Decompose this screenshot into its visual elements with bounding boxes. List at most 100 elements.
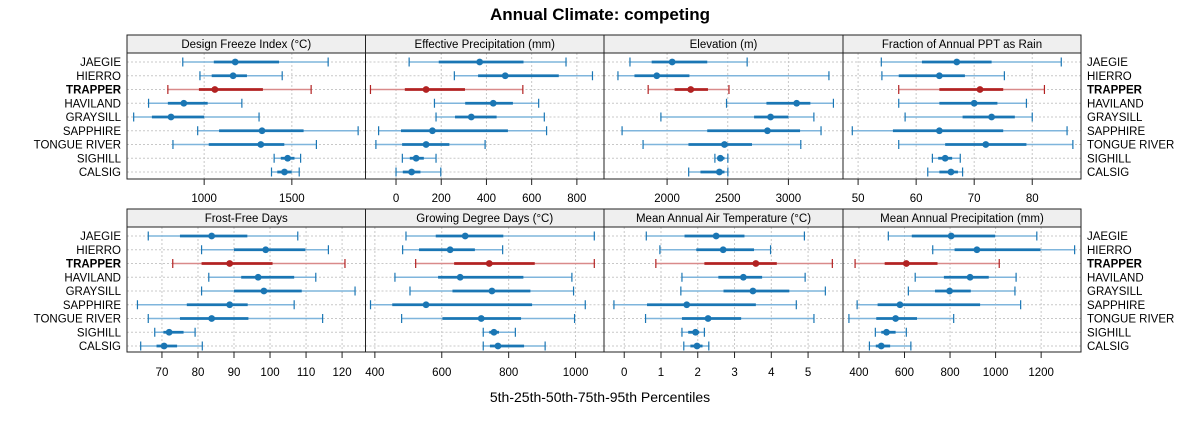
- median-point: [721, 141, 728, 148]
- panel-title: Design Freeze Index (°C): [181, 39, 311, 51]
- median-point: [490, 328, 498, 336]
- category-label-right: HAVILAND: [1087, 98, 1144, 110]
- median-point: [902, 260, 910, 267]
- data-row-trapper: [898, 85, 1046, 94]
- data-row-calsig: [395, 167, 442, 177]
- data-row-graysill: [660, 112, 815, 122]
- median-point: [262, 246, 270, 254]
- median-point: [260, 287, 268, 295]
- panel-3: Fraction of Annual PPT as Rain 50 60 70 80: [842, 34, 1082, 205]
- x-tick-label: 120: [332, 367, 351, 379]
- panel-title: Mean Annual Air Temperature (°C): [636, 213, 811, 225]
- median-point: [966, 273, 974, 281]
- data-row-sapphire: [856, 300, 1022, 310]
- category-label-right: JAEGIE: [1087, 231, 1128, 243]
- median-point: [167, 113, 175, 121]
- data-row-sighill: [714, 153, 729, 163]
- median-point: [693, 342, 701, 350]
- median-point: [970, 99, 978, 107]
- median-point: [211, 86, 219, 93]
- x-tick-label: 80: [192, 367, 205, 379]
- median-point: [208, 232, 216, 240]
- data-row-sighill: [401, 153, 437, 163]
- data-row-trapper: [415, 259, 595, 268]
- median-point: [653, 72, 661, 80]
- median-point: [973, 246, 981, 254]
- median-point: [687, 86, 695, 93]
- x-tick-label: 1000: [983, 367, 1009, 379]
- x-tick-label: 800: [940, 367, 959, 379]
- category-label-left: GRAYSILL: [66, 112, 122, 124]
- category-label-right: SAPPHIRE: [1087, 126, 1145, 138]
- data-row-hierro: [932, 245, 1076, 255]
- x-tick-label: 3000: [776, 193, 802, 205]
- x-tick-label: 400: [477, 193, 496, 205]
- x-tick-label: 1500: [279, 193, 305, 205]
- median-point: [165, 328, 173, 336]
- panel-5: Growing Degree Days (°C) 400 600 800 1000: [365, 208, 605, 379]
- x-tick-label: 200: [432, 193, 451, 205]
- data-row-haviland: [394, 272, 573, 282]
- data-row-trapper: [167, 85, 312, 94]
- median-point: [422, 86, 430, 93]
- median-point: [254, 273, 262, 281]
- category-label-left: HAVILAND: [64, 272, 121, 284]
- category-label-right: HAVILAND: [1087, 272, 1144, 284]
- median-point: [877, 342, 885, 350]
- median-point: [764, 127, 771, 135]
- data-row-calsig: [927, 167, 964, 177]
- median-point: [412, 154, 420, 162]
- median-point: [739, 273, 747, 281]
- data-row-hierro: [200, 245, 329, 255]
- category-label-right: CALSIG: [1087, 341, 1129, 353]
- data-row-jaegie: [887, 231, 1038, 241]
- x-tick-label: 1: [658, 367, 664, 379]
- x-tick-label: 800: [499, 367, 518, 379]
- data-row-hierro: [881, 71, 1005, 81]
- x-tick-label: 110: [297, 367, 315, 379]
- median-point: [883, 328, 890, 336]
- x-tick-label: 2500: [715, 193, 741, 205]
- panel-title: Mean Annual Precipitation (mm): [880, 213, 1044, 225]
- panel-title: Effective Precipitation (mm): [415, 39, 556, 51]
- panel-1: Effective Precipitation (mm) 0 200 400 600 80…: [365, 34, 605, 205]
- category-label-left: SAPPHIRE: [63, 300, 121, 312]
- data-row-tongue-river: [147, 314, 324, 323]
- median-point: [892, 315, 900, 322]
- data-row-sighill: [154, 327, 196, 337]
- data-row-graysill: [435, 112, 545, 122]
- category-label-right: HIERRO: [1087, 71, 1132, 83]
- median-point: [429, 127, 436, 135]
- category-label-left: TONGUE RIVER: [34, 314, 121, 326]
- median-point: [767, 113, 774, 121]
- data-row-sapphire: [369, 300, 586, 310]
- data-row-haviland: [725, 98, 835, 108]
- x-tick-label: 1000: [191, 193, 217, 205]
- median-point: [488, 287, 496, 295]
- category-label-left: HIERRO: [76, 245, 121, 257]
- median-point: [489, 99, 497, 107]
- median-point: [935, 72, 943, 80]
- data-row-graysill: [133, 112, 260, 122]
- panel-title: Fraction of Annual PPT as Rain: [882, 39, 1042, 51]
- median-point: [257, 141, 265, 148]
- category-label-left: HIERRO: [76, 71, 121, 83]
- x-tick-label: 3: [731, 367, 737, 379]
- category-label-right: SIGHILL: [1087, 327, 1132, 339]
- median-point: [461, 232, 469, 240]
- x-tick-label: 50: [852, 193, 865, 205]
- category-label-left: SIGHILL: [77, 153, 122, 165]
- category-label-right: GRAYSILL: [1087, 112, 1143, 124]
- median-point: [683, 301, 691, 309]
- median-point: [284, 154, 292, 162]
- data-row-haviland: [208, 272, 317, 282]
- median-point: [692, 328, 699, 336]
- x-tick-label: 5: [805, 367, 811, 379]
- panel-title: Frost-Free Days: [205, 213, 288, 225]
- data-row-trapper: [854, 259, 1000, 268]
- x-axis-label: 5th-25th-50th-75th-95th Percentiles: [489, 389, 711, 405]
- data-row-graysill: [904, 112, 1033, 122]
- data-row-tongue-river: [375, 140, 486, 149]
- median-point: [258, 127, 266, 135]
